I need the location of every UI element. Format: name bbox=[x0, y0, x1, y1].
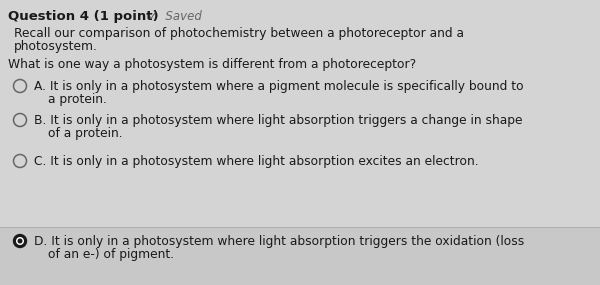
Text: photosystem.: photosystem. bbox=[14, 40, 98, 53]
Circle shape bbox=[17, 239, 23, 243]
FancyBboxPatch shape bbox=[0, 227, 600, 285]
Circle shape bbox=[16, 237, 24, 245]
Text: D. It is only in a photosystem where light absorption triggers the oxidation (lo: D. It is only in a photosystem where lig… bbox=[34, 235, 524, 248]
Text: Recall our comparison of photochemistry between a photoreceptor and a: Recall our comparison of photochemistry … bbox=[14, 27, 464, 40]
Text: A. It is only in a photosystem where a pigment molecule is specifically bound to: A. It is only in a photosystem where a p… bbox=[34, 80, 524, 93]
Text: a protein.: a protein. bbox=[48, 93, 107, 106]
Circle shape bbox=[14, 235, 26, 247]
Text: ✓  Saved: ✓ Saved bbox=[148, 10, 202, 23]
Text: of an e-) of pigment.: of an e-) of pigment. bbox=[48, 248, 174, 261]
Text: Question 4 (1 point): Question 4 (1 point) bbox=[8, 10, 158, 23]
Text: B. It is only in a photosystem where light absorption triggers a change in shape: B. It is only in a photosystem where lig… bbox=[34, 114, 523, 127]
Text: of a protein.: of a protein. bbox=[48, 127, 122, 140]
Text: What is one way a photosystem is different from a photoreceptor?: What is one way a photosystem is differe… bbox=[8, 58, 416, 71]
Text: C. It is only in a photosystem where light absorption excites an electron.: C. It is only in a photosystem where lig… bbox=[34, 155, 479, 168]
